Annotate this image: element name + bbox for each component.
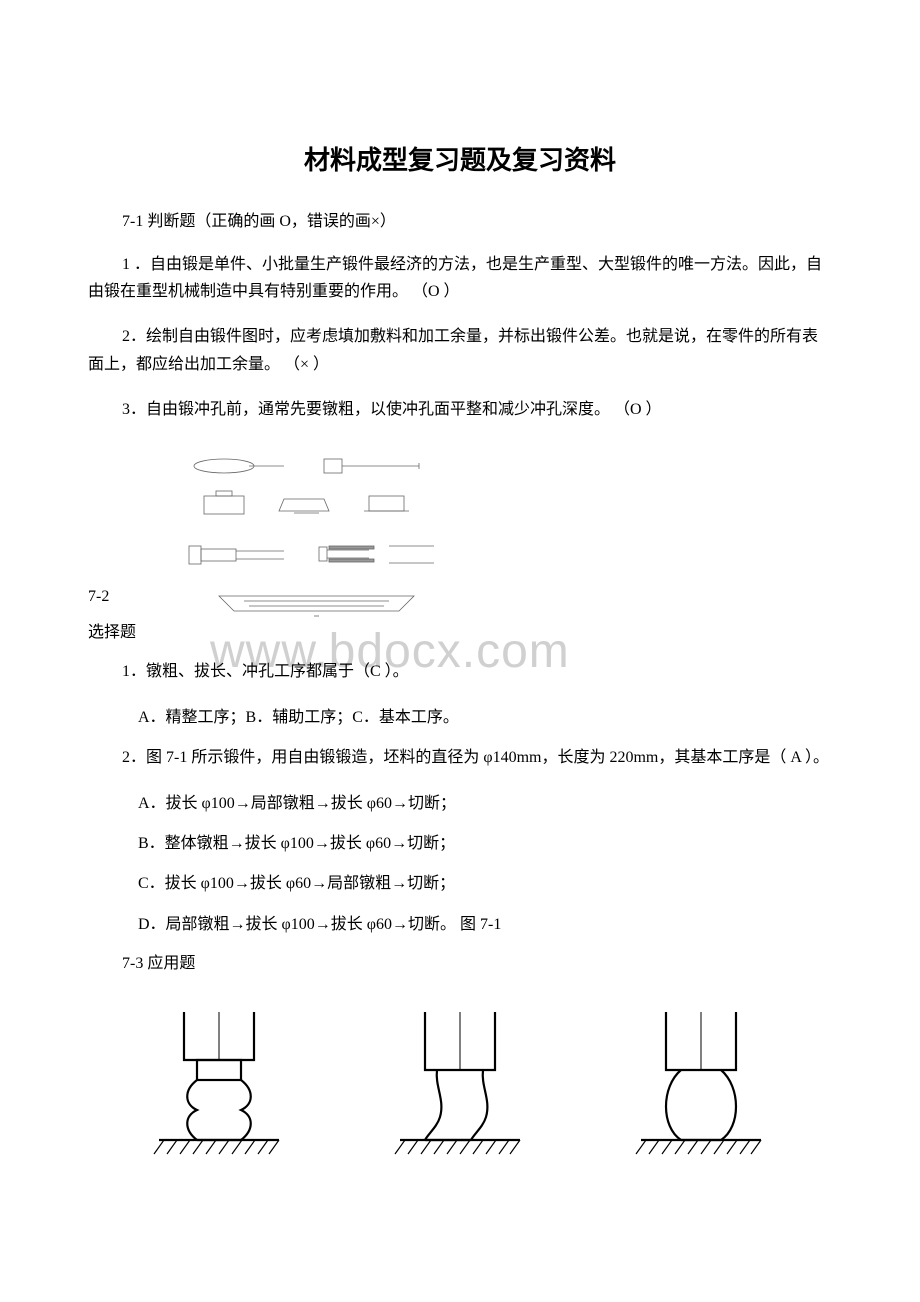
question-7-1-3: 3．自由锻冲孔前，通常先要镦粗，以使冲孔面平整和减少冲孔深度。 （O ）: [88, 396, 832, 423]
figure-7-3-a-icon: [129, 1012, 309, 1172]
question-7-2-1: 1．镦粗、拔长、冲孔工序都属于（C ）。: [88, 658, 832, 685]
option-b: B．整体镦粗→拔长 φ100→拔长 φ60→切断；: [88, 829, 832, 859]
figures-7-3-row: [88, 1012, 832, 1172]
question-7-2-2: 2．图 7-1 所示锻件，用自由锻锻造，坯料的直径为 φ140mm，长度为 22…: [88, 744, 832, 771]
label-7-2: 7-2: [88, 588, 109, 606]
page-title: 材料成型复习题及复习资料: [88, 140, 832, 177]
figure-7-3-b-icon: [370, 1012, 550, 1172]
figure-7-3-c-icon: [611, 1012, 791, 1172]
question-7-2-1-options: A．精整工序；B．辅助工序；C．基本工序。: [88, 703, 832, 733]
option-c: C．拔长 φ100→拔长 φ60→局部镦粗→切断；: [88, 869, 832, 899]
question-7-1-2: 2．绘制自由锻件图时，应考虑填加敷料和加工余量，并标出锻件公差。也就是说，在零件…: [88, 323, 832, 377]
question-7-1-1: 1 ．自由锻是单件、小批量生产锻件最经济的方法，也是生产重型、大型锻件的唯一方法…: [88, 251, 832, 305]
section-7-2-row: 7-2: [88, 441, 832, 606]
section-7-1-heading: 7-1 判断题（正确的画 O，错误的画×）: [88, 207, 832, 231]
document-content: 材料成型复习题及复习资料 7-1 判断题（正确的画 O，错误的画×） 1 ．自由…: [88, 140, 832, 1172]
option-d: D．局部镦粗→拔长 φ100→拔长 φ60→切断。 图 7-1: [88, 910, 832, 940]
figure-7-1-diagram: [174, 451, 454, 626]
section-7-3-heading: 7-3 应用题: [88, 950, 832, 977]
option-a: A．拔长 φ100→局部镦粗→拔长 φ60→切断；: [88, 789, 832, 819]
